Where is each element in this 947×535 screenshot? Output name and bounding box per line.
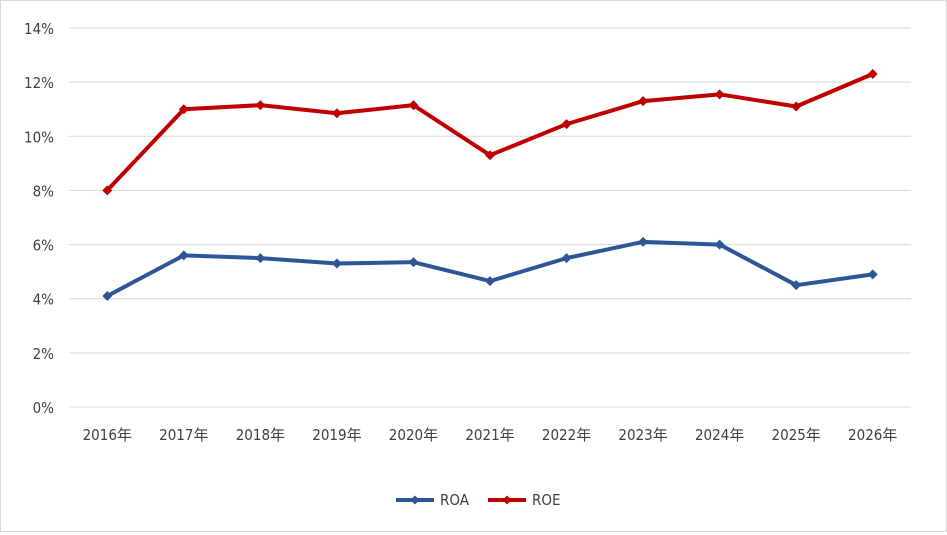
legend-marker-roe (502, 495, 512, 505)
data-point-roe (485, 150, 495, 161)
legend-label-roa: ROA (440, 491, 470, 509)
x-tick-label: 2025年 (772, 426, 821, 444)
x-tick-label: 2020年 (389, 426, 438, 444)
y-tick-label: 0% (33, 399, 55, 417)
data-point-roa (178, 250, 189, 261)
data-point-roa (102, 291, 113, 302)
data-point-roe (408, 100, 419, 111)
data-point-roe (638, 96, 649, 107)
y-axis-ticks: 0% 2% 4% 6% 8% 10% 12% 14% (24, 20, 54, 417)
data-point-roa (561, 253, 572, 264)
y-tick-label: 8% (33, 182, 55, 200)
data-point-roa (867, 269, 878, 280)
data-point-roa (714, 239, 725, 250)
data-point-roa (638, 236, 649, 247)
data-point-roa (791, 280, 802, 291)
y-tick-label: 2% (33, 345, 55, 363)
x-tick-label: 2019年 (312, 426, 361, 444)
data-point-roa (255, 253, 266, 264)
x-tick-label: 2016年 (83, 426, 132, 444)
legend: ROA ROE (396, 491, 561, 509)
x-tick-label: 2017年 (159, 426, 208, 444)
legend-marker-roa (410, 495, 420, 505)
data-point-roe (561, 119, 572, 130)
series-line-roa (105, 239, 875, 299)
grid-lines (69, 27, 911, 408)
legend-label-roe: ROE (532, 491, 561, 509)
x-axis-ticks: 2016年 2017年 2018年 2019年 2020年 2021年 2022年 2023年… (83, 426, 898, 444)
x-tick-label: 2023年 (618, 426, 667, 444)
x-tick-label: 2024年 (695, 426, 744, 444)
x-tick-label: 2018年 (236, 426, 285, 444)
y-tick-label: 12% (24, 74, 54, 92)
series-line-roe (105, 72, 875, 193)
x-tick-label: 2021年 (465, 426, 514, 444)
y-tick-label: 4% (33, 291, 55, 309)
data-point-roe (791, 101, 802, 112)
y-tick-label: 14% (24, 20, 54, 38)
data-point-roe (178, 104, 189, 115)
data-point-roe (102, 185, 113, 196)
y-tick-label: 10% (24, 128, 54, 146)
data-point-roa (408, 257, 419, 268)
data-point-roe (331, 108, 342, 119)
data-point-roa (331, 258, 342, 269)
y-tick-label: 6% (33, 237, 55, 255)
x-tick-label: 2022年 (542, 426, 591, 444)
series-lines (102, 69, 878, 302)
data-point-roe (867, 69, 878, 80)
data-point-roe (714, 89, 725, 100)
data-point-roe (255, 100, 266, 111)
data-point-roa (485, 276, 495, 287)
x-tick-label: 2026年 (848, 426, 897, 444)
